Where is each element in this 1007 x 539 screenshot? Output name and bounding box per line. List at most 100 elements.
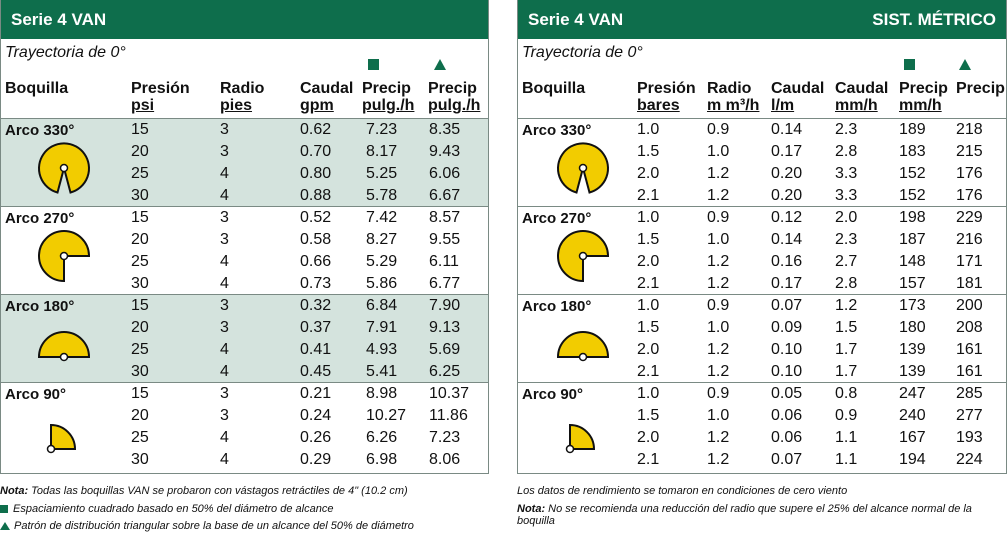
col-precip-triangle: Precip pulg./h [428,80,481,114]
table-cell: 8.27 [366,231,398,248]
table-row: 2.0 1.2 0.16 2.7 148 171 [518,251,1006,273]
arc-label: Arco 270° [5,210,75,227]
table-row: 25 4 0.80 5.25 6.06 [1,163,488,185]
table-row: 1.0 0.9 0.12 2.0 198 229 [518,207,1006,229]
table-cell: 1.5 [637,407,660,424]
table-cell: 3.3 [835,187,858,204]
table-cell: 1.2 [707,341,730,358]
table-cell: 193 [956,429,983,446]
table-cell: 1.0 [637,297,660,314]
table-cell: 2.0 [637,341,660,358]
table-cell: 3 [220,319,229,336]
metric-note: Nota: No se recomienda una reducción del… [517,503,972,527]
table-row: 20 3 0.24 10.27 11.86 [1,405,488,427]
table-row: 1.5 1.0 0.06 0.9 240 277 [518,405,1006,427]
imperial-trajectory: Trayectoria de 0° [5,44,126,61]
arc-label: Arco 90° [5,386,67,403]
table-cell: 1.7 [835,341,858,358]
table-cell: 3 [220,209,229,226]
table-cell: 0.06 [771,407,803,424]
table-cell: 6.26 [366,429,398,446]
table-row: 30 4 0.88 5.78 6.67 [1,185,488,207]
col-precip-triangle: Precip [956,80,1005,97]
metric-title: Serie 4 VAN [528,9,624,29]
table-cell: 198 [899,209,926,226]
table-cell: 0.24 [300,407,332,424]
metric-system-label: SIST. MÉTRICO [872,9,996,29]
table-cell: 0.80 [300,165,332,182]
table-cell: 0.06 [771,429,803,446]
table-cell: 7.91 [366,319,398,336]
col-caudal-mmh: Caudal mm/h [835,80,889,114]
table-cell: 2.1 [637,275,660,292]
table-cell: 1.0 [707,231,730,248]
table-row: 25 4 0.41 4.93 5.69 [1,339,488,361]
table-cell: 25 [131,253,149,270]
table-cell: 8.17 [366,143,398,160]
table-cell: 2.8 [835,275,858,292]
table-cell: 1.2 [707,429,730,446]
table-cell: 1.1 [835,429,858,446]
table-row: 1.0 0.9 0.07 1.2 173 200 [518,295,1006,317]
col-presion: Presión bares [637,80,696,114]
table-cell: 5.41 [366,363,398,380]
arc-group: Arco 270° 15 3 0.52 7.42 8.57 20 3 0.58 8.27 9.55 2… [1,206,488,294]
table-cell: 215 [956,143,983,160]
col-radio: Radio m m³/h [707,80,760,114]
table-cell: 157 [899,275,926,292]
table-row: 25 4 0.66 5.29 6.11 [1,251,488,273]
triangle-marker-icon [434,59,446,70]
table-row: 20 3 0.70 8.17 9.43 [1,141,488,163]
table-cell: 240 [899,407,926,424]
table-cell: 0.45 [300,363,332,380]
table-cell: 1.1 [835,451,858,468]
table-cell: 25 [131,429,149,446]
table-cell: 10.27 [366,407,407,424]
table-row: 1.5 1.0 0.09 1.5 180 208 [518,317,1006,339]
table-cell: 1.0 [707,407,730,424]
table-row: 2.0 1.2 0.20 3.3 152 176 [518,163,1006,185]
table-cell: 0.9 [707,385,730,402]
table-cell: 7.23 [429,429,461,446]
table-cell: 4 [220,451,229,468]
arc-group: Arco 90° 1.0 0.9 0.05 0.8 247 285 1.5 1.0 0.06 0.9… [518,382,1006,470]
table-cell: 25 [131,165,149,182]
arc-group: Arco 330° 1.0 0.9 0.14 2.3 189 218 1.5 1.0 0.17 2.… [518,118,1006,206]
table-row: 2.1 1.2 0.10 1.7 139 161 [518,361,1006,383]
table-cell: 7.42 [366,209,398,226]
table-cell: 2.3 [835,121,858,138]
metric-header-bar: Serie 4 VAN SIST. MÉTRICO [518,0,1006,39]
wind-note: Los datos de rendimiento se tomaron en c… [517,485,848,497]
table-cell: 0.14 [771,231,803,248]
table-cell: 3 [220,297,229,314]
table-cell: 229 [956,209,983,226]
table-row: 2.0 1.2 0.10 1.7 139 161 [518,339,1006,361]
col-boquilla: Boquilla [5,80,69,97]
table-row: 20 3 0.37 7.91 9.13 [1,317,488,339]
table-cell: 0.10 [771,341,803,358]
table-cell: 1.5 [835,319,858,336]
table-row: 15 3 0.21 8.98 10.37 [1,383,488,405]
table-cell: 8.06 [429,451,461,468]
table-cell: 10.37 [429,385,470,402]
table-cell: 1.0 [637,121,660,138]
table-cell: 0.52 [300,209,332,226]
table-cell: 1.2 [707,451,730,468]
table-cell: 200 [956,297,983,314]
table-cell: 189 [899,121,926,138]
table-cell: 1.5 [637,231,660,248]
table-cell: 4 [220,363,229,380]
col-precip-square: Precip mm/h [899,80,948,114]
table-cell: 0.37 [300,319,332,336]
table-cell: 1.7 [835,363,858,380]
col-caudal-lm: Caudal l/m [771,80,825,114]
table-cell: 3 [220,121,229,138]
table-cell: 0.17 [771,275,803,292]
table-cell: 0.70 [300,143,332,160]
table-cell: 1.2 [707,165,730,182]
table-cell: 4 [220,187,229,204]
table-cell: 224 [956,451,983,468]
col-precip-square: Precip pulg./h [362,80,415,114]
table-row: 2.0 1.2 0.06 1.1 167 193 [518,427,1006,449]
table-cell: 9.13 [429,319,461,336]
